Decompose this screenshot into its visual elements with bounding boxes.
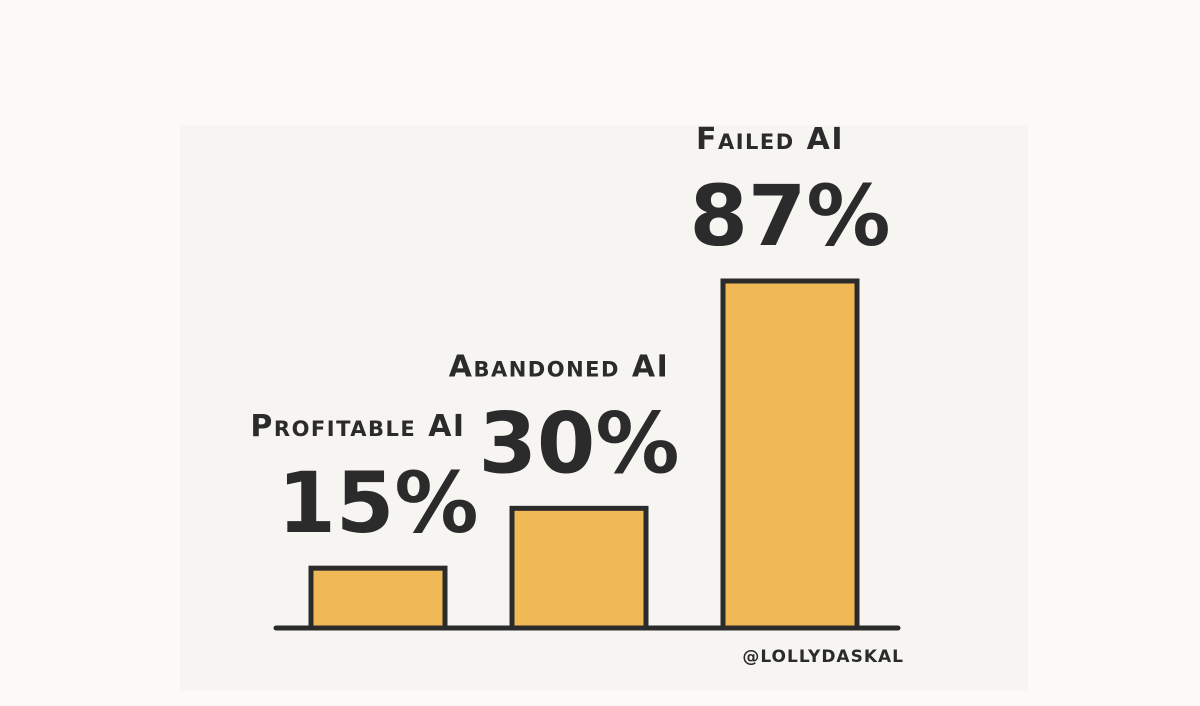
bar (720, 278, 860, 631)
category-label: Profitable AI (250, 409, 465, 444)
bar (509, 505, 649, 631)
bar (308, 565, 448, 631)
value-label: 15% (277, 454, 478, 552)
source-credit: @LOLLYDASKAL (742, 647, 904, 667)
category-label: Failed AI (696, 122, 844, 157)
category-label: Abandoned AI (449, 349, 670, 384)
value-label: 87% (689, 167, 890, 265)
value-label: 30% (478, 394, 679, 492)
